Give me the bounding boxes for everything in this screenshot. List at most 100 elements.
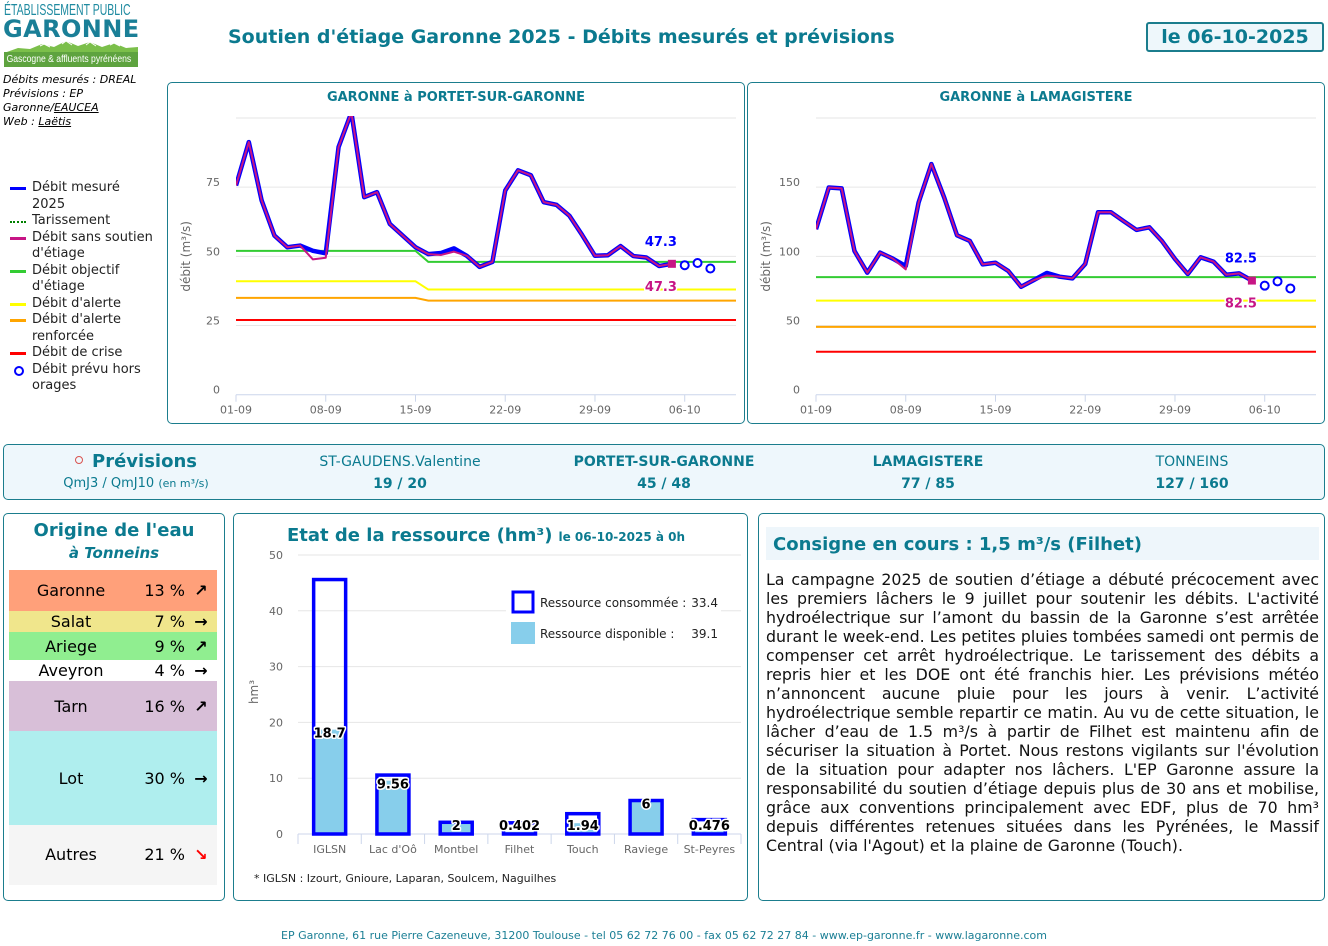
y-tick-label: 150 bbox=[779, 176, 800, 189]
logo: ÉTABLISSEMENT PUBLIC GARONNE Gascogne & … bbox=[3, 3, 139, 69]
chart-lamagistere-panel: GARONNE à LAMAGISTERE 0 50 100 150 01-09 08-09… bbox=[747, 82, 1325, 424]
bar-total-outline[interactable] bbox=[628, 798, 664, 836]
natural-flow-line bbox=[816, 163, 1253, 288]
x-tick-label: 08-09 bbox=[890, 404, 922, 417]
chart-subtitle: le 06-10-2025 à 0h bbox=[558, 530, 685, 544]
forecast-point[interactable] bbox=[692, 257, 703, 268]
chart-title: GARONNE à PORTET-SUR-GARONNE bbox=[327, 90, 585, 105]
origine-name: Lot bbox=[58, 768, 84, 788]
previsions-band: Prévisions QmJ3 / QmJ10 (en m³/s) ST-GAU… bbox=[3, 444, 1325, 500]
x-tick-label: Touch bbox=[566, 843, 599, 856]
legend-label: Ressource disponible : bbox=[540, 627, 674, 641]
station-portet: PORTET-SUR-GARONNE 45 / 48 bbox=[532, 445, 796, 499]
x-tick-label: Montbel bbox=[434, 843, 478, 856]
plot-area bbox=[236, 116, 736, 321]
y-tick-label: 50 bbox=[269, 549, 283, 562]
legend-item[interactable]: Débit objectif d'étiage bbox=[10, 263, 165, 296]
legend-item[interactable]: Débit prévu hors orages bbox=[10, 362, 165, 395]
y-axis-title: débit (m³/s) bbox=[759, 221, 773, 292]
bar-data-label: 0.402 bbox=[499, 819, 540, 834]
forecast-point[interactable] bbox=[1272, 276, 1283, 287]
origine-percent: 16 % bbox=[144, 696, 185, 716]
chart-portet: GARONNE à PORTET-SUR-GARONNE 0 25 50 75 01-09… bbox=[179, 90, 736, 417]
x-tick-label: 15-09 bbox=[400, 404, 432, 417]
bar-total-outline[interactable] bbox=[438, 820, 474, 836]
bar-total-outline[interactable] bbox=[501, 821, 538, 836]
natural-value-label: 47.3 bbox=[645, 280, 677, 295]
measured-value-label: 82.5 bbox=[1225, 252, 1257, 267]
logo-tagline: Gascogne & affluents pyrénéens bbox=[6, 54, 132, 65]
x-tick-label: 15-09 bbox=[980, 404, 1012, 417]
origine-table: Garonne 13 % ↗ Salat 7 % → Ariege 9 % ↗ Aveyron 4 … bbox=[9, 570, 217, 885]
origine-name: Tarn bbox=[54, 696, 88, 716]
bar-data-label: 18.7 bbox=[314, 727, 346, 742]
legend-item[interactable]: Débit de crise bbox=[10, 345, 165, 362]
bar-data-label: 0.476 bbox=[689, 819, 730, 834]
measured-flow-line bbox=[816, 161, 1253, 290]
previsions-header: Prévisions QmJ3 / QmJ10 (en m³/s) bbox=[4, 445, 268, 499]
reinforced-alert-line bbox=[236, 296, 736, 302]
bar-available[interactable] bbox=[313, 729, 346, 834]
forecast-point[interactable] bbox=[705, 263, 716, 274]
legend-label: Débit sans soutien d'étiage bbox=[32, 229, 153, 262]
previsions-unit: QmJ3 / QmJ10 bbox=[63, 476, 155, 491]
legend-label: Débit d'alerte renforcée bbox=[32, 312, 121, 344]
y-tick-label: 40 bbox=[269, 605, 283, 618]
x-tick-label: IGLSN bbox=[313, 843, 346, 856]
legend-item[interactable]: Tarissement bbox=[10, 213, 165, 230]
bar-available[interactable] bbox=[566, 823, 599, 834]
legend-dotted-line-icon bbox=[10, 213, 26, 230]
arrow-up-right-icon: ↗ bbox=[194, 580, 208, 600]
origine-name: Aveyron bbox=[38, 661, 104, 681]
legend-total: 33.4 bbox=[691, 596, 718, 610]
legend-item[interactable]: Débit d'alerte bbox=[10, 296, 165, 313]
y-tick-label: 10 bbox=[269, 772, 283, 785]
legend-item[interactable]: Débit d'alerte renforcée bbox=[10, 312, 165, 345]
logo-banner: Gascogne & affluents pyrénéens bbox=[4, 52, 138, 67]
chart-title-main: Etat de la ressource (hm³) bbox=[287, 525, 552, 546]
last-value-marker[interactable] bbox=[1247, 276, 1256, 285]
x-tick-label: 06-10 bbox=[1249, 404, 1281, 417]
x-tick-label: St-Peyres bbox=[684, 843, 736, 856]
bar-total-outline[interactable] bbox=[375, 773, 411, 836]
origine-row: Lot 30 % → bbox=[9, 731, 217, 825]
chart-portet-panel: GARONNE à PORTET-SUR-GARONNE 0 25 50 75 01-09… bbox=[167, 82, 745, 424]
arrow-up-right-icon: ↗ bbox=[194, 696, 208, 716]
bar-available[interactable] bbox=[440, 822, 473, 834]
forecast-point[interactable] bbox=[679, 260, 690, 271]
y-tick-label: 50 bbox=[206, 245, 220, 258]
legend-line-icon bbox=[10, 312, 26, 329]
legend-background bbox=[506, 584, 721, 650]
x-tick-label: 06-10 bbox=[669, 404, 701, 417]
credit-forecast: Prévisions : EP Garonne/EAUCEA bbox=[3, 87, 153, 115]
origine-percent: 9 % bbox=[154, 636, 185, 656]
credit-forecast-prefix: Prévisions : EP Garonne/ bbox=[3, 87, 83, 114]
bar-total-outline[interactable] bbox=[311, 577, 348, 836]
y-axis-title: hm³ bbox=[247, 680, 261, 704]
forecast-point[interactable] bbox=[1285, 283, 1296, 294]
ressource-chart: Etat de la ressource (hm³) le 06-10-2025 … bbox=[247, 525, 742, 885]
bar-data-label: 6 bbox=[642, 798, 651, 813]
bar-total-outline[interactable] bbox=[691, 817, 728, 836]
forecast-point[interactable] bbox=[1259, 280, 1270, 291]
consigne-text: La campagne 2025 de soutien d’étiage a d… bbox=[766, 570, 1319, 855]
legend-line-icon bbox=[10, 230, 26, 247]
legend-item[interactable]: Débit sans soutien d'étiage bbox=[10, 230, 165, 263]
legend-item[interactable]: Débit mesuré 2025 bbox=[10, 180, 165, 213]
legend-label: Tarissement bbox=[32, 213, 111, 228]
origine-name: Autres bbox=[45, 845, 97, 865]
consigne-title: Consigne en cours : 1,5 m³/s (Filhet) bbox=[766, 527, 1319, 560]
x-tick-label: 22-09 bbox=[489, 404, 521, 417]
eaucea-link[interactable]: EAUCEA bbox=[53, 101, 99, 114]
legend-label: Débit de crise bbox=[32, 345, 123, 360]
y-tick-label: 0 bbox=[793, 384, 800, 397]
bar-available[interactable] bbox=[376, 780, 409, 834]
mountains-icon bbox=[4, 40, 138, 53]
last-value-marker[interactable] bbox=[667, 259, 676, 268]
legend-label: Débit prévu hors orages bbox=[32, 361, 141, 394]
bar-total-outline[interactable] bbox=[565, 811, 601, 836]
plot-area bbox=[816, 161, 1316, 353]
credit-web: Web : Laëtis bbox=[3, 115, 153, 129]
laetis-link[interactable]: Laëtis bbox=[38, 115, 72, 128]
bar-available[interactable] bbox=[630, 800, 663, 834]
